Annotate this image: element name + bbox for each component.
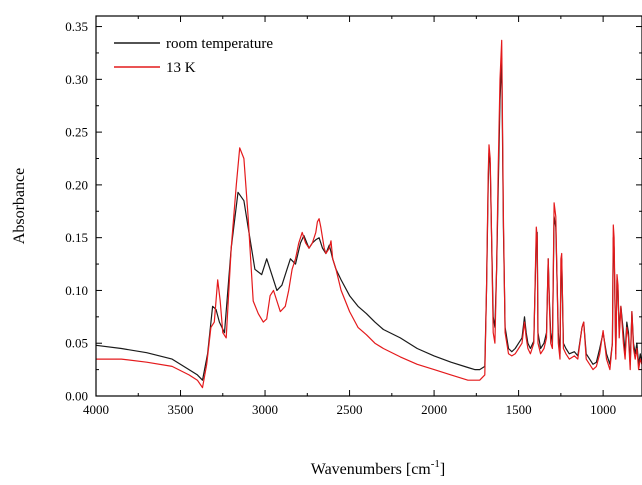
y-tick-label: 0.10 [65, 283, 88, 298]
x-tick-label: 3000 [252, 402, 278, 417]
x-tick-label: 1000 [590, 402, 616, 417]
x-axis: 4000 3500 3000 2500 2000 1500 1000 [83, 16, 616, 417]
y-tick-label: 0.15 [65, 230, 88, 245]
x-axis-title: Wavenumbers [cm-1] [311, 458, 446, 478]
x-tick-label: 2000 [421, 402, 447, 417]
x-axis-title-superscript: -1 [431, 458, 440, 470]
y-tick-label: 0.35 [65, 19, 88, 34]
series-layer [96, 39, 642, 389]
y-tick-label: 0.05 [65, 336, 88, 351]
x-tick-label: 3500 [168, 402, 194, 417]
legend: room temperature 13 K [114, 36, 273, 76]
legend-label-13k: 13 K [166, 60, 196, 76]
legend-label-room-temperature: room temperature [166, 36, 273, 52]
plot-frame [95, 15, 642, 397]
x-tick-label: 4000 [83, 402, 109, 417]
y-tick-label: 0.30 [65, 72, 88, 87]
x-axis-title-main: Wavenumbers [cm [311, 461, 432, 478]
x-tick-label: 1500 [506, 402, 532, 417]
y-axis-title: Absorbance [11, 168, 28, 244]
x-axis-title-close: ] [440, 461, 445, 478]
series-line-13k [96, 39, 642, 389]
y-tick-label: 0.00 [65, 389, 88, 404]
y-tick-label: 0.20 [65, 177, 88, 192]
y-axis: 0.00 0.05 0.10 0.15 0.20 0.25 0.30 0.35 [65, 19, 642, 404]
x-tick-label: 2500 [337, 402, 363, 417]
y-tick-label: 0.25 [65, 125, 88, 140]
